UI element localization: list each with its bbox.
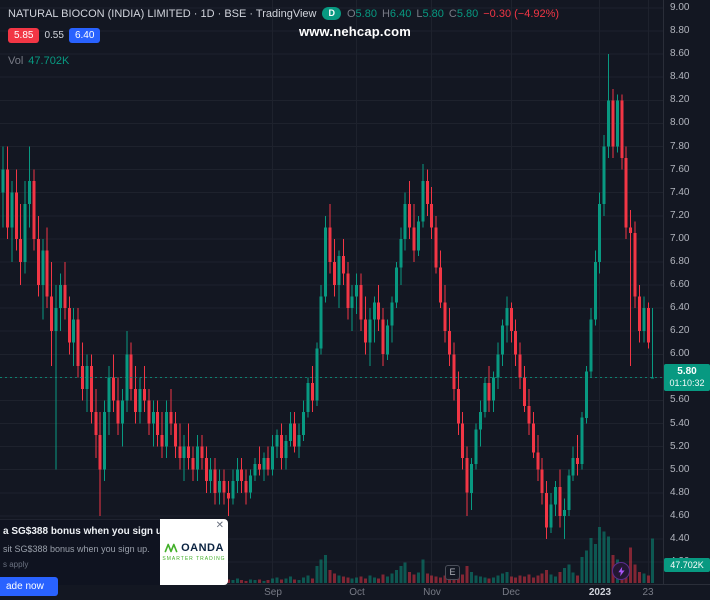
ad-brand-tagline: SMARTER TRADING (162, 556, 226, 562)
price-tick: 7.40 (670, 187, 690, 198)
price-tick: 5.40 (670, 418, 690, 429)
lightning-boost-button[interactable] (612, 562, 630, 580)
volume-axis-label: 47.702K (664, 558, 710, 572)
last-price-value: 5.80 (677, 366, 697, 377)
price-tick: 6.20 (670, 325, 690, 336)
price-tick: 6.40 (670, 302, 690, 313)
price-tick: 9.00 (670, 2, 690, 13)
last-price-label: 5.80 01:10:32 (664, 364, 710, 391)
ohlc-values: O5.80 H6.40 L5.80 C5.80 −0.30 (−4.92%) (347, 8, 559, 20)
price-tick: 4.60 (670, 510, 690, 521)
change-value: −0.30 (−4.92%) (483, 7, 560, 20)
price-tick: 7.80 (670, 141, 690, 152)
price-tick: 6.00 (670, 348, 690, 359)
ad-text-panel[interactable]: a SG$388 bonus when you sign up. sit SG$… (0, 519, 160, 585)
price-tick: 7.60 (670, 164, 690, 175)
price-tick: 8.60 (670, 48, 690, 59)
price-tick: 4.80 (670, 487, 690, 498)
ad-brand-panel[interactable]: ✕ OANDA SMARTER TRADING (160, 519, 228, 585)
ad-headline: a SG$388 bonus when you sign up. (3, 526, 160, 537)
time-tick: Sep (264, 587, 282, 598)
spread-value: 0.55 (44, 30, 64, 41)
symbol-title[interactable]: NATURAL BIOCON (INDIA) LIMITED · 1D · BS… (8, 7, 317, 20)
time-tick: 2023 (588, 587, 612, 598)
bid-price-badge[interactable]: 5.85 (8, 28, 40, 43)
close-label: C (448, 7, 457, 20)
ad-subline: sit SG$388 bonus when you sign up. (3, 544, 150, 554)
price-tick: 5.00 (670, 464, 690, 475)
price-tick: 4.40 (670, 533, 690, 544)
price-tick: 5.60 (670, 394, 690, 405)
time-axis[interactable]: Sep Oct Nov Dec 2023 23 (0, 584, 710, 600)
ad-banner[interactable]: a SG$388 bonus when you sign up. sit SG$… (0, 519, 228, 585)
close-value: 5.80 (456, 7, 479, 20)
volume-indicator-value: 47.702K (28, 55, 70, 67)
ad-trade-now-button[interactable]: ade now (0, 577, 58, 596)
open-value: 5.80 (355, 7, 377, 20)
chart-legend: NATURAL BIOCON (INDIA) LIMITED · 1D · BS… (8, 7, 559, 67)
price-tick: 8.00 (670, 117, 690, 128)
events-button[interactable]: E (445, 565, 460, 580)
time-tick: Oct (349, 587, 365, 598)
bar-countdown: 01:10:32 (669, 378, 705, 388)
time-tick: Nov (423, 587, 441, 598)
low-label: L (416, 7, 423, 20)
price-tick: 8.80 (670, 25, 690, 36)
price-tick: 5.20 (670, 441, 690, 452)
ask-price-badge[interactable]: 6.40 (68, 28, 101, 43)
price-tick: 7.00 (670, 233, 690, 244)
lightning-icon (617, 566, 625, 576)
interval-badge[interactable]: D (322, 7, 341, 20)
price-tick: 6.80 (670, 256, 690, 267)
ad-close-icon[interactable]: ✕ (215, 520, 224, 531)
time-tick: 23 (642, 587, 654, 598)
low-value: 5.80 (422, 7, 444, 20)
price-axis[interactable]: 9.00 8.80 8.60 8.40 8.20 8.00 7.80 7.60 7.40 7.20… (663, 0, 710, 584)
high-value: 6.40 (389, 7, 412, 20)
open-label: O (346, 7, 356, 20)
high-label: H (381, 7, 390, 20)
oanda-logo-icon (164, 543, 178, 553)
ad-terms: s apply (3, 560, 29, 569)
candlestick-chart[interactable] (0, 0, 663, 583)
ad-brand-name: OANDA (181, 542, 224, 554)
price-tick: 8.20 (670, 94, 690, 105)
watermark: www.nehcap.com (298, 24, 412, 39)
price-tick: 6.60 (670, 279, 690, 290)
volume-indicator-label[interactable]: Vol (8, 55, 24, 67)
time-tick: Dec (502, 587, 520, 598)
price-tick: 7.20 (670, 210, 690, 221)
price-tick: 8.40 (670, 71, 690, 82)
